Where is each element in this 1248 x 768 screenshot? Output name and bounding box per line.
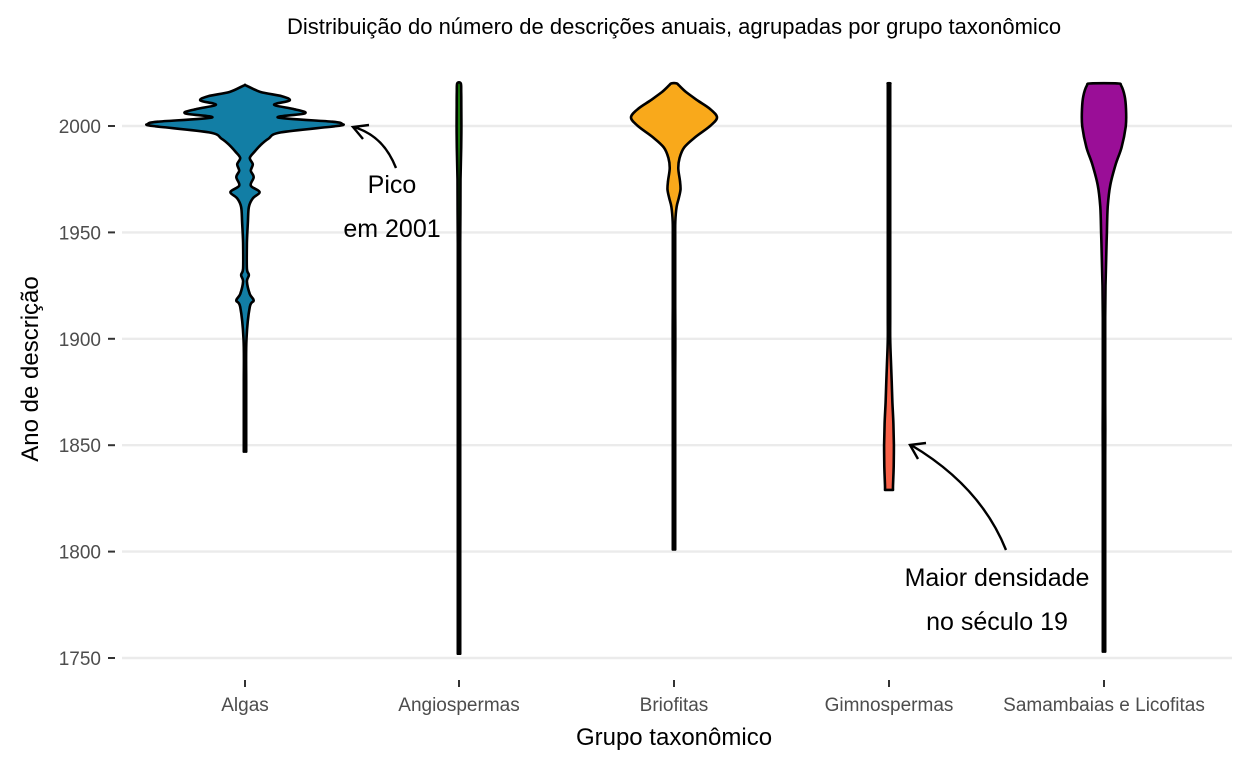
- y-tick-label-1850: 1850: [59, 436, 101, 457]
- chart-title: Distribuição do número de descrições anu…: [287, 14, 1061, 39]
- y-tick-label-1950: 1950: [59, 223, 101, 244]
- violin-0: [145, 83, 345, 453]
- x-tick-label-2: Briofitas: [640, 695, 709, 716]
- x-tick-label-3: Gimnospermas: [825, 695, 954, 716]
- annotation-19th-century-arrowhead: [908, 441, 927, 460]
- violin-3: [882, 81, 896, 492]
- axes: 1750 1800 1850 1900 1950 2000 Algas Angiosperma…: [59, 117, 1205, 716]
- x-tick-label-1: Angiospermas: [398, 695, 519, 716]
- violin-1: [455, 81, 463, 655]
- annotation-peak-arrowhead: [350, 123, 370, 140]
- annotation-19th-century-arrow: [910, 443, 1008, 551]
- annotation-peak-arrow: [353, 125, 398, 169]
- y-tick-label-2000: 2000: [59, 117, 101, 138]
- annotations: Pico em 2001 Maior densidade no século 19: [343, 123, 1090, 636]
- x-tick-label-0: Algas: [221, 695, 269, 716]
- x-tick-label-4: Samambaias e Licofitas: [1003, 695, 1205, 716]
- violin-4: [1080, 81, 1128, 653]
- annotation-peak: Pico em 2001: [343, 171, 440, 243]
- x-axis-title: Grupo taxonômico: [576, 724, 772, 751]
- y-tick-label-1800: 1800: [59, 543, 101, 564]
- annotation-19th-century: Maior densidade no século 19: [905, 564, 1090, 636]
- y-axis-title: Ano de descrição: [17, 276, 44, 461]
- y-tick-label-1900: 1900: [59, 330, 101, 351]
- violins: [145, 81, 1128, 655]
- violin-2: [629, 81, 719, 551]
- y-tick-label-1750: 1750: [59, 649, 101, 670]
